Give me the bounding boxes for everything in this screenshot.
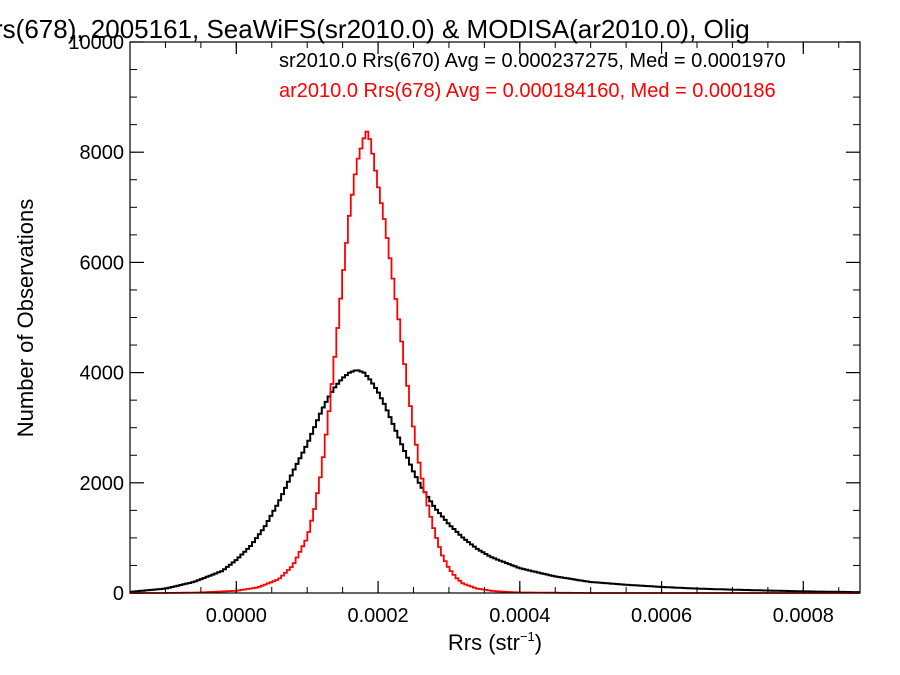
y-tick-label: 8000 <box>80 142 125 164</box>
chart-title: rs(678), 2005161, SeaWiFS(sr2010.0) & MO… <box>0 14 750 44</box>
y-tick-label: 4000 <box>80 363 125 385</box>
x-tick-label: 0.0008 <box>773 605 834 627</box>
x-tick-label: 0.0006 <box>631 605 692 627</box>
x-tick-label: 0.0004 <box>489 605 550 627</box>
x-axis-label-close: ) <box>535 630 542 655</box>
x-tick-label: 0.0000 <box>206 605 267 627</box>
series-black-histogram <box>130 369 861 594</box>
legend-entry-black: sr2010.0 Rrs(670) Avg = 0.000237275, Med… <box>279 50 786 72</box>
y-axis-label: Number of Observations <box>13 199 38 437</box>
y-tick-label: 2000 <box>80 473 125 495</box>
x-axis-label-exponent: −1 <box>520 629 535 644</box>
x-axis-label-main: Rrs (str <box>448 630 520 655</box>
y-tick-label: 10000 <box>68 32 124 54</box>
y-tick-label: 6000 <box>80 252 125 274</box>
y-tick-label: 0 <box>113 583 124 605</box>
axes-layer: 0.0000 0.0002 0.0004 0.0006 0.0008 0 2000 4000 6… <box>68 32 861 627</box>
x-axis-label: Rrs (str−1) <box>448 629 542 655</box>
x-tick-label: 0.0002 <box>347 605 408 627</box>
legend-entry-red: ar2010.0 Rrs(678) Avg = 0.000184160, Med… <box>279 80 776 102</box>
